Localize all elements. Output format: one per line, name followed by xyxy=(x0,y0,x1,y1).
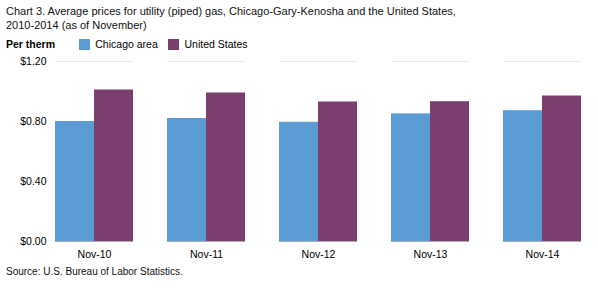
html-text:United States: United States xyxy=(184,38,248,50)
svg-text:Nov-10: Nov-10 xyxy=(78,248,112,260)
html-text:Chart 3. Average prices for ut: Chart 3. Average prices for utility (pip… xyxy=(6,5,456,17)
svg-text:$1.20: $1.20 xyxy=(20,55,46,67)
html-text:2010-2014 (as of November): 2010-2014 (as of November) xyxy=(6,19,147,31)
html-text:Source: U.S. Bureau of Labor S: Source: U.S. Bureau of Labor Statistics. xyxy=(6,266,183,277)
svg-text:$0.40: $0.40 xyxy=(20,175,46,187)
svg-text:Nov-14: Nov-14 xyxy=(526,248,560,260)
svg-text:Nov-11: Nov-11 xyxy=(190,248,223,260)
html-text:Chicago area: Chicago area xyxy=(95,38,158,50)
svg-text:$0.80: $0.80 xyxy=(20,115,46,127)
svg-text:$0.00: $0.00 xyxy=(20,235,46,247)
html-text:Per therm: Per therm xyxy=(6,38,55,50)
svg-text:Nov-13: Nov-13 xyxy=(414,248,448,260)
svg-text:Nov-12: Nov-12 xyxy=(302,248,336,260)
